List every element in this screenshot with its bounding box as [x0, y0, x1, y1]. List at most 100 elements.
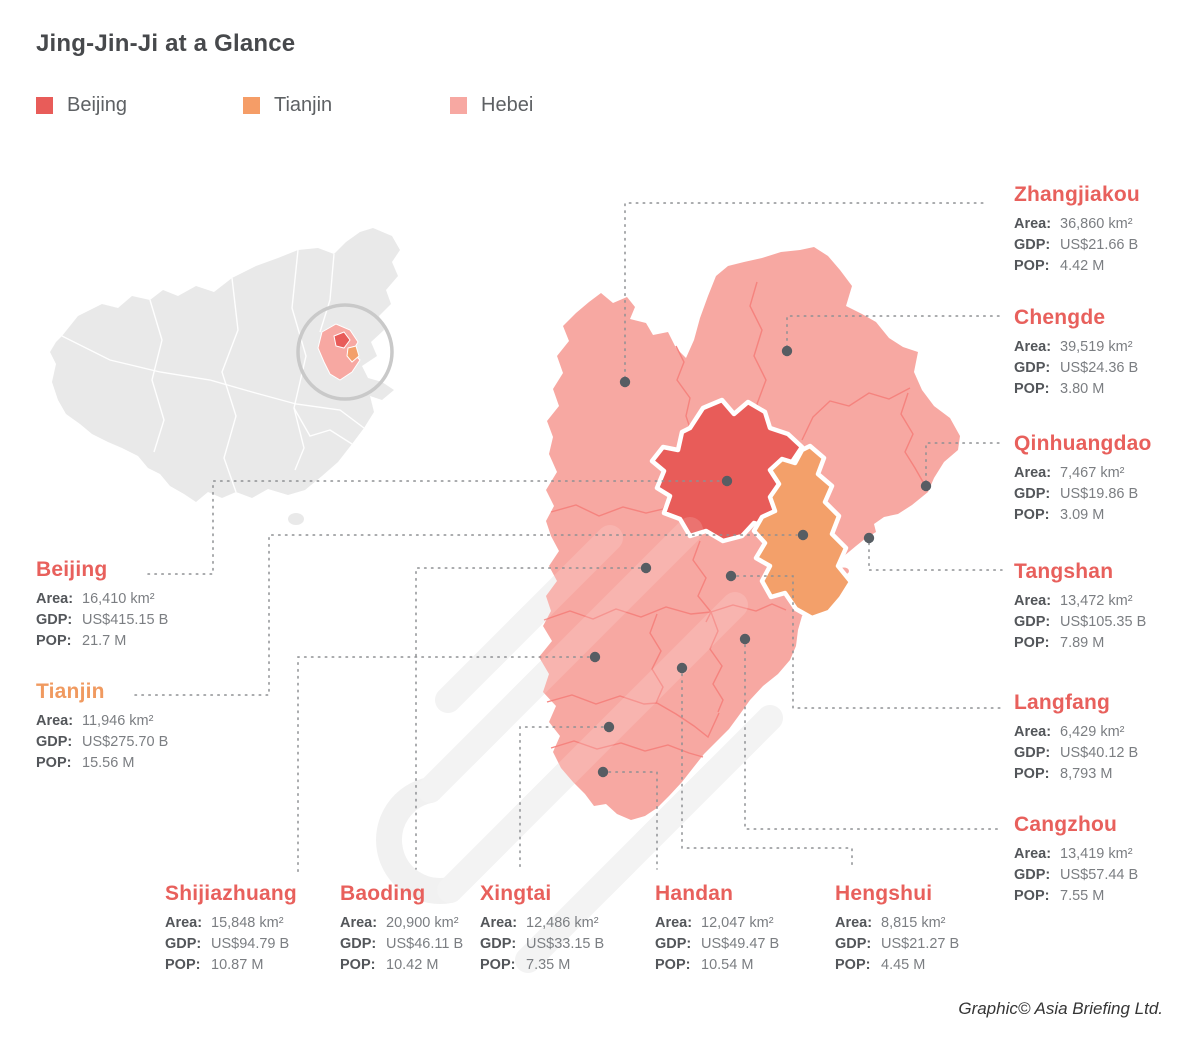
city-dot-hengshui — [676, 662, 688, 674]
leader-cangzhou — [744, 644, 1003, 830]
gdp-stat: GDP: US$40.12 B — [1014, 743, 1190, 764]
area-stat: Area: 16,410 km² — [36, 589, 226, 610]
leader-xingtai — [519, 726, 604, 870]
gdp-label: GDP: — [1014, 867, 1051, 883]
city-name: Handan — [655, 882, 734, 905]
city-card-xingtai: Xingtai Area: 12,486 km² GDP: US$33.15 B P… — [480, 882, 608, 976]
pop-value: 4.45 M — [881, 957, 926, 973]
city-card-beijing: Beijing Area: 16,410 km² GDP: US$415.15 B … — [36, 558, 226, 652]
area-stat: Area: 8,815 km² — [835, 913, 963, 934]
city-card-handan: Handan Area: 12,047 km² GDP: US$49.47 B PO… — [655, 882, 783, 976]
gdp-stat: GDP: US$33.15 B — [480, 934, 608, 955]
gdp-label: GDP: — [165, 936, 202, 952]
area-value: 20,900 km² — [386, 915, 459, 931]
gdp-stat: GDP: US$94.79 B — [165, 934, 333, 955]
area-stat: Area: 36,860 km² — [1014, 214, 1190, 235]
city-name: Tianjin — [36, 680, 105, 703]
pop-label: POP: — [835, 957, 871, 973]
area-stat: Area: 20,900 km² — [340, 913, 472, 934]
leader-chengde — [786, 315, 1003, 348]
area-stat: Area: 12,047 km² — [655, 913, 783, 934]
gdp-value: US$19.86 B — [1060, 486, 1139, 502]
pop-label: POP: — [1014, 258, 1050, 274]
legend-label: Beijing — [67, 94, 128, 116]
pop-value: 3.80 M — [1060, 381, 1105, 397]
area-value: 13,472 km² — [1060, 593, 1133, 609]
area-stat: Area: 12,486 km² — [480, 913, 608, 934]
pop-stat: POP: 8,793 M — [1014, 764, 1190, 785]
city-card-langfang: Langfang Area: 6,429 km² GDP: US$40.12 B P… — [1014, 691, 1190, 785]
pop-value: 3.09 M — [1060, 507, 1105, 523]
area-value: 15,848 km² — [211, 915, 284, 931]
gdp-value: US$415.15 B — [82, 612, 169, 628]
area-value: 12,047 km² — [701, 915, 774, 931]
gdp-value: US$21.27 B — [881, 936, 960, 952]
beijing-mini — [333, 331, 351, 349]
area-label: Area: — [655, 915, 693, 931]
gdp-value: US$46.11 B — [386, 936, 464, 952]
pop-stat: POP: 10.87 M — [165, 955, 333, 976]
city-dot-langfang — [725, 570, 737, 582]
pop-stat: POP: 4.42 M — [1014, 256, 1190, 277]
city-name: Xingtai — [480, 882, 552, 905]
city-card-baoding: Baoding Area: 20,900 km² GDP: US$46.11 B P… — [340, 882, 472, 976]
legend-item-beijing: Beijing — [36, 94, 127, 117]
pop-label: POP: — [655, 957, 691, 973]
gdp-value: US$57.44 B — [1060, 867, 1139, 883]
city-dot-qinhuangdao — [920, 480, 932, 492]
area-label: Area: — [36, 591, 74, 607]
city-dot-handan — [597, 766, 609, 778]
pop-label: POP: — [36, 633, 72, 649]
gdp-value: US$40.12 B — [1060, 745, 1139, 761]
leader-shijiazhuang — [297, 656, 590, 873]
gdp-label: GDP: — [340, 936, 377, 952]
hainan-island — [288, 513, 304, 525]
area-value: 16,410 km² — [82, 591, 155, 607]
gdp-label: GDP: — [36, 612, 73, 628]
area-label: Area: — [480, 915, 518, 931]
tianjin-color-swatch — [243, 97, 260, 114]
area-label: Area: — [1014, 724, 1052, 740]
pop-stat: POP: 4.45 M — [835, 955, 963, 976]
pop-value: 10.54 M — [701, 957, 754, 973]
gdp-value: US$275.70 B — [82, 734, 169, 750]
pop-label: POP: — [1014, 381, 1050, 397]
city-dot-tianjin — [797, 529, 809, 541]
leader-tianjin — [134, 534, 798, 696]
hebei-color-swatch — [450, 97, 467, 114]
pop-label: POP: — [165, 957, 201, 973]
city-dot-chengde — [781, 345, 793, 357]
page-title: Jing-Jin-Ji at a Glance — [36, 30, 296, 57]
gdp-value: US$49.47 B — [701, 936, 780, 952]
gdp-stat: GDP: US$24.36 B — [1014, 358, 1190, 379]
area-value: 7,467 km² — [1060, 465, 1125, 481]
gdp-label: GDP: — [1014, 486, 1051, 502]
pop-stat: POP: 21.7 M — [36, 631, 226, 652]
city-card-cangzhou: Cangzhou Area: 13,419 km² GDP: US$57.44 B … — [1014, 813, 1190, 907]
pop-value: 10.42 M — [386, 957, 439, 973]
city-name: Cangzhou — [1014, 813, 1118, 836]
area-label: Area: — [1014, 216, 1052, 232]
watermark-texture-overlay — [417, 517, 783, 973]
city-name: Langfang — [1014, 691, 1111, 714]
city-card-tianjin: Tianjin Area: 11,946 km² GDP: US$275.70 B … — [36, 680, 226, 774]
gdp-label: GDP: — [1014, 614, 1051, 630]
city-dot-baoding — [640, 562, 652, 574]
area-stat: Area: 6,429 km² — [1014, 722, 1190, 743]
pop-value: 8,793 M — [1060, 766, 1113, 782]
pop-label: POP: — [480, 957, 516, 973]
gdp-stat: GDP: US$415.15 B — [36, 610, 226, 631]
area-value: 36,860 km² — [1060, 216, 1133, 232]
area-value: 39,519 km² — [1060, 339, 1133, 355]
area-label: Area: — [835, 915, 873, 931]
credit-text: Graphic© Asia Briefing Ltd. — [958, 999, 1163, 1018]
city-dot-shijiazhuang — [589, 651, 601, 663]
china-locator-map — [50, 228, 400, 525]
pop-stat: POP: 7.55 M — [1014, 886, 1190, 907]
pop-stat: POP: 7.35 M — [480, 955, 608, 976]
area-label: Area: — [1014, 846, 1052, 862]
area-label: Area: — [165, 915, 203, 931]
city-dot-cangzhou — [739, 633, 751, 645]
pop-value: 21.7 M — [82, 633, 127, 649]
